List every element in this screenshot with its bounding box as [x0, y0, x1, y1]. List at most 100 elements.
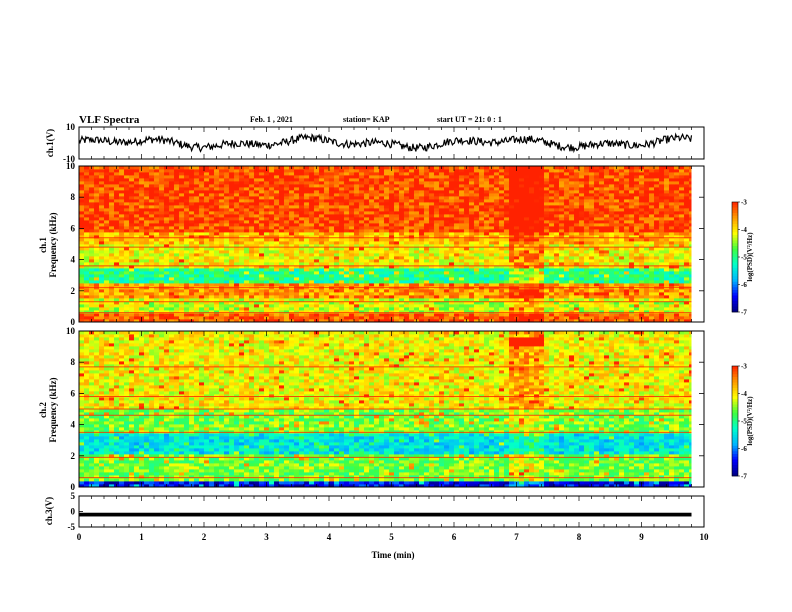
y-tick-label: 4: [71, 255, 76, 265]
colorbar-cell: [732, 303, 738, 307]
x-tick-label: 5: [389, 532, 394, 542]
colorbar-cell: [732, 224, 738, 228]
colorbar-cell: [732, 276, 738, 280]
colorbar-cell: [732, 306, 738, 310]
colorbar-cell: [732, 251, 738, 255]
x-tick-label: 7: [514, 532, 519, 542]
y-tick-label: 5: [71, 491, 76, 501]
colorbar-cell: [732, 270, 738, 274]
colorbar-cell: [732, 279, 738, 283]
station-label: station= KAP: [343, 115, 390, 124]
colorbar-cell: [732, 254, 738, 258]
colorbar-tick-label: -4: [741, 390, 747, 398]
colorbar-cell: [732, 415, 738, 419]
colorbar-cell: [732, 240, 738, 244]
colorbar-cell: [732, 246, 738, 250]
colorbar-cell: [732, 437, 738, 441]
colorbar-cell: [732, 268, 738, 272]
colorbar-cell: [732, 265, 738, 269]
colorbar-cell: [732, 410, 738, 414]
colorbar-cell: [732, 467, 738, 471]
start-time-label: start UT = 21: 0 : 1: [437, 115, 502, 124]
ch1-trace: [78, 132, 693, 154]
colorbar-cell: [732, 407, 738, 411]
ch1-spectrogram-panel: 0 2 4 6 8 10: [66, 161, 705, 327]
colorbar-cell: [732, 423, 738, 427]
y-tick-label: 4: [71, 420, 76, 430]
colorbar-cell: [732, 451, 738, 455]
date-label: Feb. 1 , 2021: [250, 115, 293, 124]
colorbar-cell: [732, 388, 738, 392]
colorbar-label: log(PSD)(V²/Hz): [746, 396, 754, 446]
y-tick-label: 10: [66, 326, 76, 336]
colorbar-cell: [732, 221, 738, 225]
colorbar-cell: [732, 399, 738, 403]
colorbar-cell: [732, 366, 738, 370]
colorbar-cell: [732, 382, 738, 386]
colorbar-cell: [732, 207, 738, 211]
colorbar-cell: [732, 257, 738, 261]
x-tick-label: 4: [327, 532, 332, 542]
colorbar-cell: [732, 237, 738, 241]
colorbar-cell: [732, 292, 738, 296]
x-tick-label: 0: [77, 532, 82, 542]
colorbar-cell: [732, 235, 738, 239]
y-tick-label: 0: [71, 317, 76, 327]
colorbar-cell: [732, 368, 738, 372]
colorbar-cell: [732, 421, 738, 425]
colorbar-cell: [732, 434, 738, 438]
time-axis-label: Time (min): [371, 550, 414, 560]
colorbar-tick-label: -6: [741, 281, 747, 289]
colorbar-tick-label: -3: [741, 199, 747, 207]
colorbar-cell: [732, 273, 738, 277]
colorbar-cell: [732, 213, 738, 217]
colorbar-cell: [732, 229, 738, 233]
colorbar-tick-label: -4: [741, 226, 747, 234]
colorbar-cell: [732, 204, 738, 208]
colorbar-cell: [732, 371, 738, 375]
ch3-voltage-axis-label: ch.3(V): [44, 497, 54, 525]
y-tick-label: 2: [71, 451, 76, 461]
colorbar-cell: [732, 443, 738, 447]
colorbar-cell: [732, 284, 738, 288]
ch2-spectrogram-panel: 0 2 4 6 8 10: [66, 326, 705, 492]
colorbar-cell: [732, 259, 738, 263]
ch1-frequency-axis-label: ch.1 Frequency (kHz): [38, 212, 58, 277]
colorbar-cell: [732, 445, 738, 449]
colorbar-tick-label: -7: [741, 309, 747, 317]
colorbar-tick-label: -3: [741, 363, 747, 371]
x-tick-label: 9: [639, 532, 644, 542]
colorbar-cell: [732, 298, 738, 302]
colorbar-cell: [732, 385, 738, 389]
x-tick-label: 1: [139, 532, 144, 542]
spectrogram-cells: [79, 331, 692, 487]
colorbar-cell: [732, 393, 738, 397]
colorbar-cell: [732, 465, 738, 469]
ch1-colorbar: -3 -4 -5 -6 -7 log(PSD)(V²/Hz): [731, 199, 754, 317]
colorbar-cell: [732, 290, 738, 294]
ch1-voltage-axis-label: ch.1(V): [45, 129, 55, 157]
colorbar-cell: [732, 396, 738, 400]
colorbar-cell: [732, 404, 738, 408]
colorbar-cell: [732, 454, 738, 458]
colorbar-cell: [732, 202, 738, 206]
x-tick-label: 6: [452, 532, 457, 542]
colorbar-cell: [732, 262, 738, 266]
y-tick-label: 8: [71, 192, 76, 202]
colorbar-label: log(PSD)(V²/Hz): [746, 232, 754, 282]
y-tick-label: 0: [71, 507, 76, 517]
figure-title: VLF Spectra: [79, 114, 140, 126]
y-tick-label: -5: [68, 522, 76, 532]
y-tick-label: 0: [71, 482, 76, 492]
y-tick-label: 6: [71, 388, 76, 398]
colorbar-cell: [732, 418, 738, 422]
colorbar-cell: [732, 218, 738, 222]
colorbar-tick-label: -5: [741, 418, 747, 426]
colorbar-tick-label: -5: [741, 254, 747, 262]
colorbar-cell: [732, 215, 738, 219]
colorbar-cell: [732, 401, 738, 405]
colorbar-cell: [732, 309, 738, 313]
colorbar-cell: [732, 281, 738, 285]
